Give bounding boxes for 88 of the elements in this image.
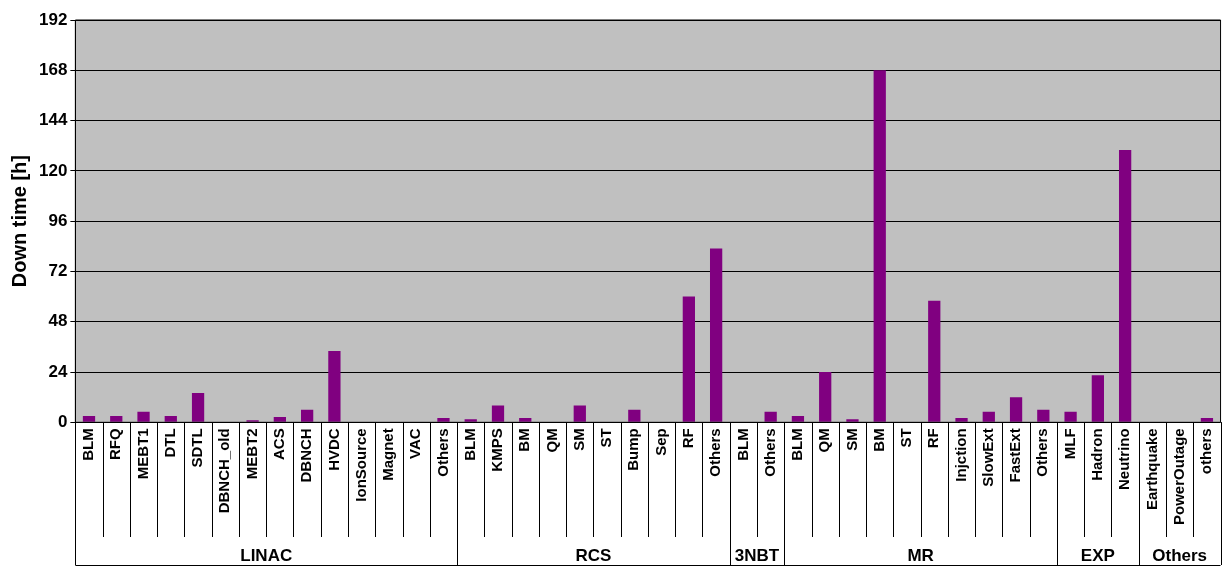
x-tick-label: VAC [406, 428, 424, 459]
x-tick-label: FastExt [1006, 428, 1024, 483]
text: MR [907, 546, 934, 566]
x-tick-label: RF [924, 428, 942, 449]
bar [928, 300, 941, 422]
bar [873, 70, 886, 422]
x-tick-label: QM [815, 428, 833, 453]
y-axis-title: Down time [h] [7, 155, 30, 288]
bar [709, 248, 723, 422]
bar [764, 411, 777, 422]
bar [955, 418, 968, 422]
x-tick-label: KMPS [488, 428, 506, 472]
x-tick-label: Earthquake [1142, 428, 1160, 511]
bar [82, 416, 96, 422]
y-tick-label: 96 [48, 210, 68, 230]
bar [1091, 375, 1104, 422]
x-tick-label: MEBT2 [242, 428, 260, 480]
bar [164, 416, 177, 422]
y-tick-label: 144 [38, 110, 68, 130]
x-tick-label: BLM [460, 428, 478, 461]
x-tick-label: SDTL [188, 428, 206, 468]
bar [682, 296, 695, 422]
text: RCS [575, 546, 612, 566]
x-tick-label: Bump [624, 428, 642, 471]
bar [1064, 411, 1077, 422]
y-tick-label: 0 [57, 412, 68, 431]
x-tick-label: IonSource [351, 428, 369, 502]
bar [1009, 397, 1023, 422]
x-tick-label: MLF [1060, 428, 1078, 460]
y-tick-label: 192 [38, 9, 68, 29]
bar [1118, 149, 1132, 422]
x-tick-label: SlowExt [978, 428, 996, 487]
x-tick-label: BM [869, 428, 887, 452]
x-tick-label: MEBT1 [133, 428, 151, 480]
x-tick-label: BM [515, 428, 533, 452]
bar [819, 372, 832, 422]
x-tick-label: ST [897, 428, 915, 448]
y-tick-label: 48 [48, 311, 68, 331]
text: EXP [1080, 546, 1115, 566]
y-tick-label: 72 [48, 261, 68, 281]
x-tick-label: DTL [160, 428, 178, 458]
y-tick-label: 24 [48, 361, 68, 381]
bar [846, 419, 859, 422]
y-tick-label: 168 [38, 59, 68, 79]
bar [191, 392, 205, 422]
x-tick-label: Magnet [379, 428, 397, 481]
x-tick-label: DBNCH [297, 428, 315, 483]
x-tick-label: ACS [270, 428, 287, 460]
bar [273, 417, 286, 422]
bar [519, 418, 532, 422]
bar [301, 409, 314, 422]
x-tick-label: ST [597, 428, 615, 448]
x-tick-label: Hadron [1088, 428, 1105, 481]
bar [791, 416, 805, 422]
x-tick-label: DBNCH_old [215, 428, 233, 514]
x-tick-label: Sep [651, 428, 669, 456]
bar [437, 418, 450, 422]
text: LINAC [240, 546, 293, 566]
bar [328, 351, 341, 422]
x-tick-label: RF [679, 428, 696, 449]
bar [491, 405, 505, 422]
x-tick-label: RFQ [106, 427, 124, 460]
x-tick-label: PowerOutage [1169, 428, 1187, 525]
bar [464, 419, 477, 422]
bar [1037, 409, 1050, 422]
y-tick-label: 120 [38, 160, 68, 180]
x-tick-label: Neutrino [1115, 428, 1133, 490]
x-tick-label: Others [1033, 428, 1051, 477]
x-tick-label: others [1197, 428, 1215, 475]
bar [110, 416, 123, 422]
bar [573, 405, 586, 422]
x-tick-label: Others [706, 428, 724, 477]
bar [982, 411, 995, 422]
bar [628, 409, 641, 422]
x-tick-label: HVDC [324, 428, 342, 471]
x-tick-label: Others [433, 428, 451, 477]
text: Others [1152, 546, 1208, 566]
bar [1200, 418, 1214, 422]
text: 3NBT [734, 546, 780, 566]
x-tick-label: BLM [788, 428, 806, 461]
x-tick-label: Injction [951, 428, 969, 482]
x-tick-label: SM [842, 428, 860, 451]
x-tick-label: BLM [79, 428, 97, 461]
x-tick-label: QM [542, 428, 560, 453]
x-tick-label: Others [760, 428, 778, 477]
x-tick-label: SM [569, 428, 587, 451]
x-tick-label: BLM [733, 428, 751, 461]
bar [137, 411, 150, 422]
